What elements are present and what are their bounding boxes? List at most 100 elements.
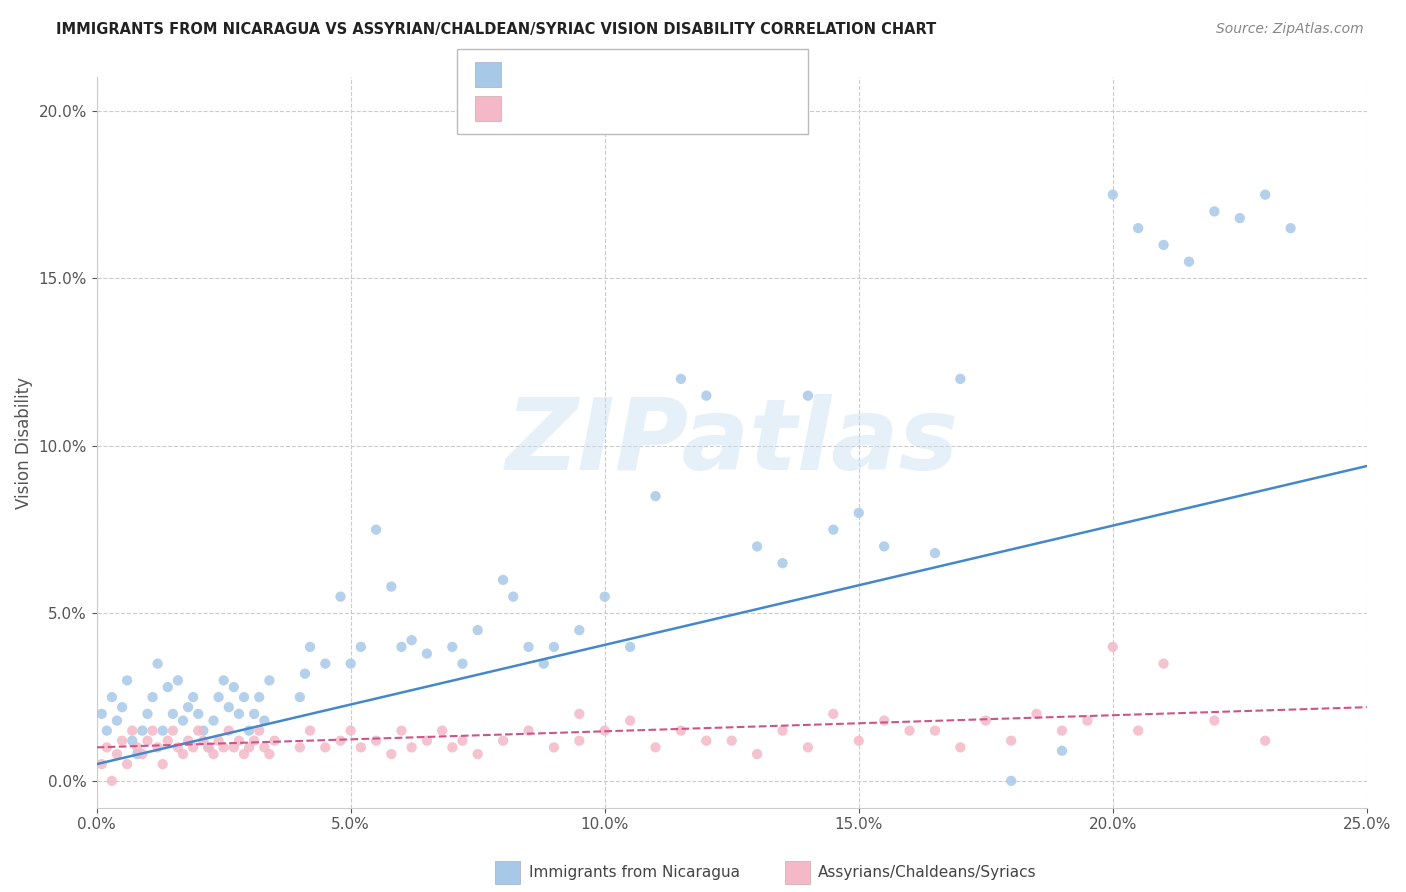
Point bbox=[247, 723, 270, 738]
Point bbox=[974, 714, 997, 728]
Point bbox=[1128, 723, 1150, 738]
Point bbox=[222, 680, 245, 694]
Point bbox=[299, 640, 322, 654]
Point bbox=[1204, 714, 1226, 728]
Point bbox=[131, 723, 153, 738]
Point bbox=[451, 657, 474, 671]
Text: R =: R = bbox=[517, 99, 562, 117]
Point bbox=[568, 623, 591, 637]
Point bbox=[243, 733, 266, 747]
Point bbox=[1153, 238, 1175, 252]
Point bbox=[141, 723, 163, 738]
Point bbox=[146, 740, 169, 755]
Point bbox=[181, 740, 204, 755]
Point bbox=[695, 389, 717, 403]
Point bbox=[162, 723, 184, 738]
Point bbox=[96, 723, 118, 738]
Point bbox=[253, 740, 276, 755]
Point bbox=[105, 747, 128, 761]
Point bbox=[131, 747, 153, 761]
Point bbox=[430, 723, 453, 738]
Point bbox=[1000, 773, 1022, 788]
Text: N =: N = bbox=[633, 66, 672, 84]
Point bbox=[619, 640, 641, 654]
Point bbox=[441, 740, 464, 755]
Point bbox=[350, 740, 373, 755]
Point bbox=[1229, 211, 1251, 226]
Point bbox=[207, 733, 229, 747]
Point bbox=[299, 723, 322, 738]
Point bbox=[156, 680, 179, 694]
Point bbox=[222, 740, 245, 755]
Point bbox=[949, 372, 972, 386]
Point bbox=[823, 706, 845, 721]
Point bbox=[193, 723, 215, 738]
Point bbox=[177, 700, 200, 714]
Point bbox=[197, 740, 219, 755]
Point bbox=[568, 706, 591, 721]
Point bbox=[228, 733, 250, 747]
Point bbox=[401, 633, 423, 648]
Point bbox=[517, 640, 540, 654]
Point bbox=[187, 723, 209, 738]
Point bbox=[467, 747, 489, 761]
Point bbox=[502, 590, 524, 604]
Point bbox=[288, 690, 311, 705]
Point bbox=[127, 740, 149, 755]
Point bbox=[167, 673, 190, 688]
Point bbox=[218, 700, 240, 714]
Point bbox=[193, 733, 215, 747]
Point bbox=[90, 706, 112, 721]
Point bbox=[467, 623, 489, 637]
Point bbox=[848, 733, 870, 747]
Point bbox=[593, 723, 616, 738]
Point bbox=[339, 657, 361, 671]
Point bbox=[644, 489, 666, 503]
Point bbox=[772, 723, 794, 738]
Point bbox=[1000, 733, 1022, 747]
Point bbox=[1178, 254, 1201, 268]
Point bbox=[172, 714, 194, 728]
Point bbox=[416, 647, 439, 661]
Point bbox=[167, 740, 190, 755]
Point bbox=[136, 733, 159, 747]
Point bbox=[401, 740, 423, 755]
Point bbox=[101, 773, 124, 788]
Text: R =: R = bbox=[517, 66, 557, 84]
Point bbox=[172, 747, 194, 761]
Point bbox=[1050, 744, 1073, 758]
Point bbox=[259, 673, 281, 688]
Point bbox=[329, 590, 352, 604]
Point bbox=[329, 733, 352, 747]
Point bbox=[416, 733, 439, 747]
Point bbox=[1101, 640, 1123, 654]
Point bbox=[141, 690, 163, 705]
Point bbox=[288, 740, 311, 755]
Point bbox=[1101, 187, 1123, 202]
Point bbox=[187, 706, 209, 721]
Point bbox=[156, 733, 179, 747]
Text: IMMIGRANTS FROM NICARAGUA VS ASSYRIAN/CHALDEAN/SYRIAC VISION DISABILITY CORRELAT: IMMIGRANTS FROM NICARAGUA VS ASSYRIAN/CH… bbox=[56, 22, 936, 37]
Point bbox=[492, 573, 515, 587]
Point bbox=[924, 546, 946, 560]
Point bbox=[218, 723, 240, 738]
Point bbox=[747, 747, 769, 761]
Point bbox=[492, 733, 515, 747]
Point bbox=[1050, 723, 1073, 738]
Point bbox=[1025, 706, 1047, 721]
Point bbox=[1254, 187, 1277, 202]
Point bbox=[873, 714, 896, 728]
Point bbox=[177, 733, 200, 747]
Point bbox=[1279, 221, 1302, 235]
Point bbox=[253, 714, 276, 728]
Point bbox=[115, 673, 138, 688]
Point bbox=[364, 523, 387, 537]
Point bbox=[233, 747, 256, 761]
Point bbox=[115, 757, 138, 772]
Text: ZIPatlas: ZIPatlas bbox=[505, 394, 959, 491]
Point bbox=[391, 640, 413, 654]
Point bbox=[848, 506, 870, 520]
Text: 80: 80 bbox=[676, 99, 702, 117]
Point bbox=[772, 556, 794, 570]
Point bbox=[797, 740, 820, 755]
